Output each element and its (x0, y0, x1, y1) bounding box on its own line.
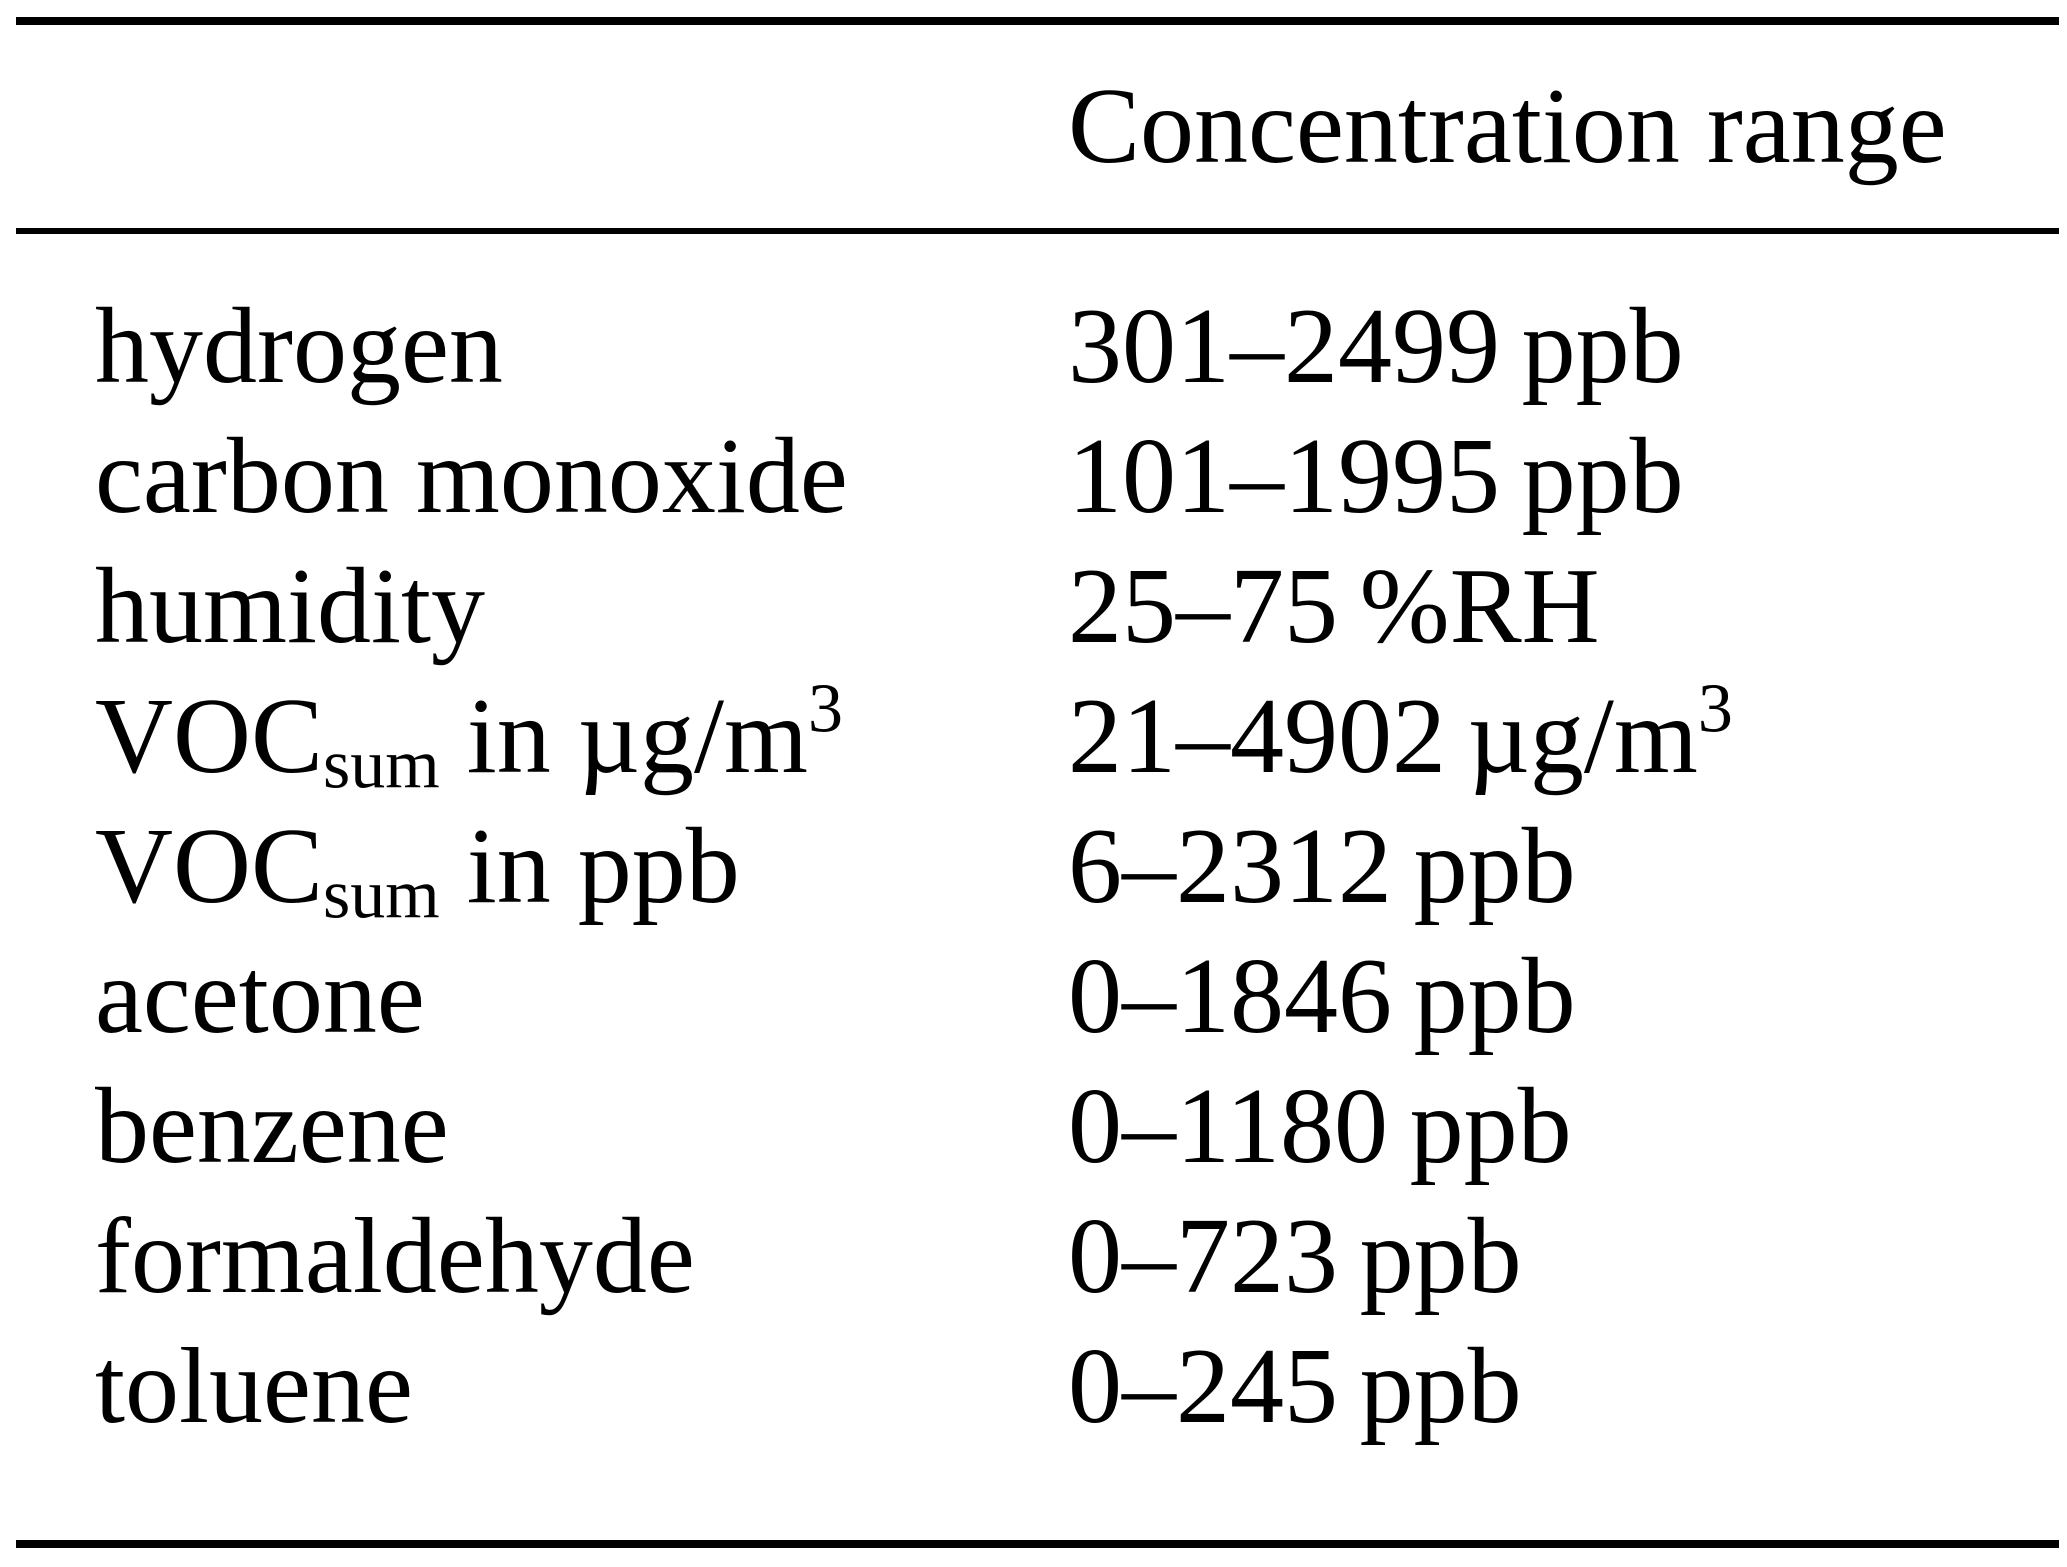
table-row: toluene 0–245 ppb (0, 1322, 2067, 1452)
text-segment: 0–723 ppb (1068, 1197, 1522, 1316)
text-segment: in µg/m (439, 677, 808, 796)
text-segment: toluene (95, 1327, 413, 1446)
column-header-concentration-range: Concentration range (1068, 66, 1947, 186)
substance-cell: VOCsum in ppb (95, 802, 1068, 932)
range-cell: 301–2499 ppb (1068, 282, 2067, 412)
table-row: humidity 25–75 %RH (0, 542, 2067, 672)
table-row: formaldehyde 0–723 ppb (0, 1192, 2067, 1322)
text-segment: acetone (95, 937, 425, 1056)
text-segment: in ppb (439, 807, 740, 926)
range-cell: 0–1846 ppb (1068, 932, 2067, 1062)
range-cell: 0–1180 ppb (1068, 1062, 2067, 1192)
subscript: sum (323, 856, 440, 934)
text-segment: carbon monoxide (95, 417, 848, 536)
superscript: 3 (807, 670, 843, 748)
substance-cell: acetone (95, 932, 1068, 1062)
bottom-rule (16, 1540, 2059, 1548)
text-segment: 0–245 ppb (1068, 1327, 1522, 1446)
substance-cell: toluene (95, 1322, 1068, 1452)
substance-cell: carbon monoxide (95, 412, 1068, 542)
text-segment: 0–1180 ppb (1068, 1067, 1572, 1186)
range-cell: 6–2312 ppb (1068, 802, 2067, 932)
table-body: hydrogen 301–2499 ppb carbon monoxide 10… (0, 234, 2067, 1540)
mid-rule (16, 228, 2059, 234)
range-cell: 25–75 %RH (1068, 542, 2067, 672)
subscript: sum (323, 726, 440, 804)
substance-cell: hydrogen (95, 282, 1068, 412)
text-segment: 25–75 %RH (1068, 547, 1600, 666)
substance-cell: VOCsum in µg/m3 (95, 672, 1068, 802)
text-segment: 301–2499 ppb (1068, 287, 1684, 406)
text-segment: hydrogen (95, 287, 503, 406)
range-cell: 0–723 ppb (1068, 1192, 2067, 1322)
text-segment: 0–1846 ppb (1068, 937, 1576, 1056)
text-segment: 21–4902 µg/m (1068, 677, 1698, 796)
range-cell: 21–4902 µg/m3 (1068, 672, 2067, 802)
text-segment: benzene (95, 1067, 449, 1186)
substance-cell: humidity (95, 542, 1068, 672)
table-row: VOCsum in ppb 6–2312 ppb (0, 802, 2067, 932)
top-rule (16, 17, 2059, 25)
table-row: hydrogen 301–2499 ppb (0, 282, 2067, 412)
substance-cell: benzene (95, 1062, 1068, 1192)
table-row: benzene 0–1180 ppb (0, 1062, 2067, 1192)
table-row: VOCsum in µg/m3 21–4902 µg/m3 (0, 672, 2067, 802)
superscript: 3 (1697, 670, 1733, 748)
text-segment: VOC (95, 807, 324, 926)
header-row: Concentration range (0, 25, 2067, 228)
table-row: acetone 0–1846 ppb (0, 932, 2067, 1062)
text-segment: 6–2312 ppb (1068, 807, 1576, 926)
substance-cell: formaldehyde (95, 1192, 1068, 1322)
text-segment: humidity (95, 547, 486, 666)
range-cell: 101–1995 ppb (1068, 412, 2067, 542)
text-segment: formaldehyde (95, 1197, 695, 1316)
table-row: carbon monoxide 101–1995 ppb (0, 412, 2067, 542)
text-segment: 101–1995 ppb (1068, 417, 1684, 536)
text-segment: VOC (95, 677, 324, 796)
range-cell: 0–245 ppb (1068, 1322, 2067, 1452)
